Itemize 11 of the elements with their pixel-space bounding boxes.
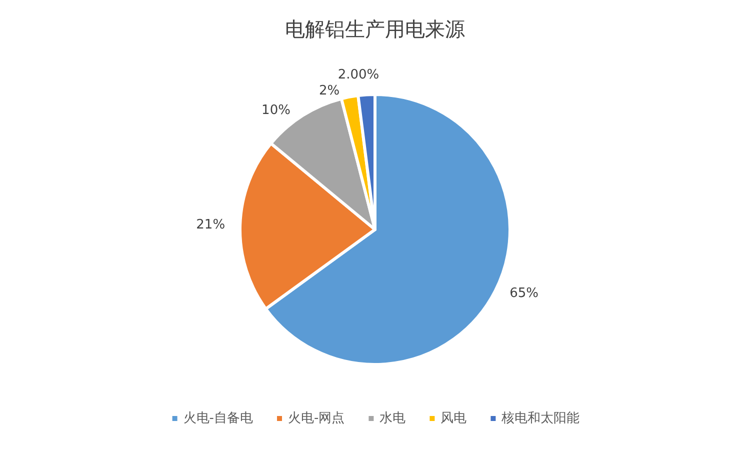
chart-title: 电解铝生产用电来源 <box>285 17 465 41</box>
data-label: 65% <box>510 286 539 302</box>
data-label: 10% <box>262 102 290 118</box>
data-label: 21% <box>196 218 226 233</box>
legend-label: 风电 <box>440 411 467 426</box>
legend-label: 火电-网点 <box>288 411 345 426</box>
legend-label: 水电 <box>380 411 406 426</box>
data-label: 2% <box>318 83 340 98</box>
legend-label: 核电和太阳能 <box>500 411 580 426</box>
legend-label: 火电-自备电 <box>183 411 254 426</box>
data-label: 2.00% <box>338 67 380 82</box>
